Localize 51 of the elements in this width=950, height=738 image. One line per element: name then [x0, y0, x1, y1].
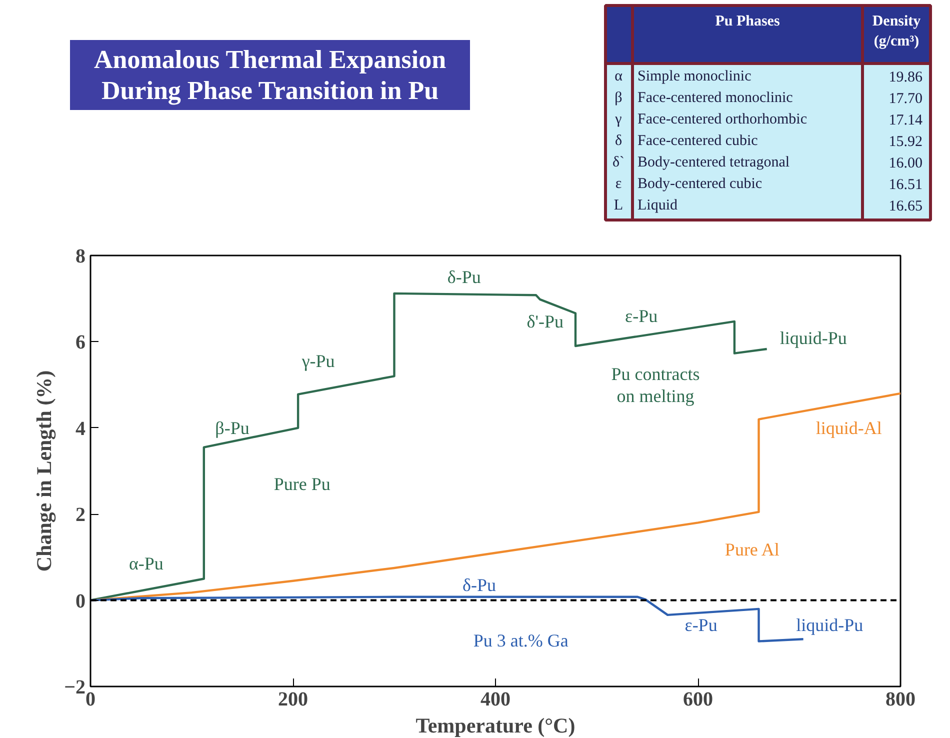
- text: 16.51: [888, 177, 922, 193]
- annotation: β-Pu: [215, 418, 250, 438]
- x-axis-title: Temperature (°C): [416, 714, 576, 738]
- annotation: δ-Pu: [462, 574, 496, 595]
- text: L: [614, 198, 624, 214]
- annotation: α-Pu: [128, 554, 164, 574]
- annotation: Pu contracts on melting: [611, 364, 700, 406]
- x-tick-label: 600: [683, 688, 713, 710]
- x-tick-label: 400: [480, 688, 510, 710]
- annotation: Pure Pu: [274, 474, 330, 494]
- annotation: liquid-Pu: [780, 328, 847, 348]
- annotation: Pu 3 at.% Ga: [473, 630, 568, 650]
- annotation: ε-Pu: [625, 306, 658, 326]
- annotation: ε-Pu: [684, 614, 718, 635]
- annotation: liquid-Pu: [796, 614, 864, 635]
- text: α: [614, 68, 623, 84]
- y-tick-label: −2: [64, 676, 86, 698]
- text: Liquid: [638, 198, 678, 214]
- text: Pu Phases: [715, 14, 780, 30]
- text: δ: [614, 133, 622, 149]
- text: 16.00: [888, 156, 922, 172]
- text: ε: [615, 176, 622, 192]
- text: δ`: [612, 154, 625, 170]
- text: Face-centered cubic: [638, 133, 758, 149]
- text: 15.92: [888, 134, 922, 150]
- text: 17.70: [888, 91, 922, 107]
- text: γ: [614, 112, 622, 128]
- text: 16.65: [888, 198, 922, 214]
- text: Face-centered orthorhombic: [638, 112, 808, 128]
- annotation: γ-Pu: [300, 351, 335, 372]
- annotation: Pure Al: [724, 539, 780, 560]
- y-tick-label: 0: [76, 590, 86, 612]
- y-tick-label: 2: [76, 504, 86, 526]
- annotation: liquid-Al: [816, 418, 882, 438]
- x-tick-label: 800: [886, 688, 916, 710]
- text: Simple monoclinic: [638, 68, 752, 84]
- chart-title: Anomalous Thermal Expansion During Phase Transition in Pu: [70, 40, 470, 110]
- text: Body-centered cubic: [638, 176, 762, 192]
- annotation: δ-Pu: [447, 267, 481, 288]
- text: Face-centered monoclinic: [638, 90, 794, 106]
- text: 19.86: [888, 70, 923, 86]
- annotation: δ'-Pu: [526, 311, 564, 332]
- text: Body-centered tetragonal: [638, 154, 790, 170]
- y-axis-title: Change in Length (%): [32, 370, 56, 572]
- y-tick-label: 8: [76, 246, 86, 268]
- y-tick-label: 6: [76, 332, 86, 354]
- text: 17.14: [888, 112, 923, 128]
- text: Density (g/cm³): [872, 14, 922, 50]
- x-tick-label: 200: [278, 688, 308, 710]
- y-tick-label: 4: [76, 418, 86, 440]
- text: β: [614, 90, 622, 106]
